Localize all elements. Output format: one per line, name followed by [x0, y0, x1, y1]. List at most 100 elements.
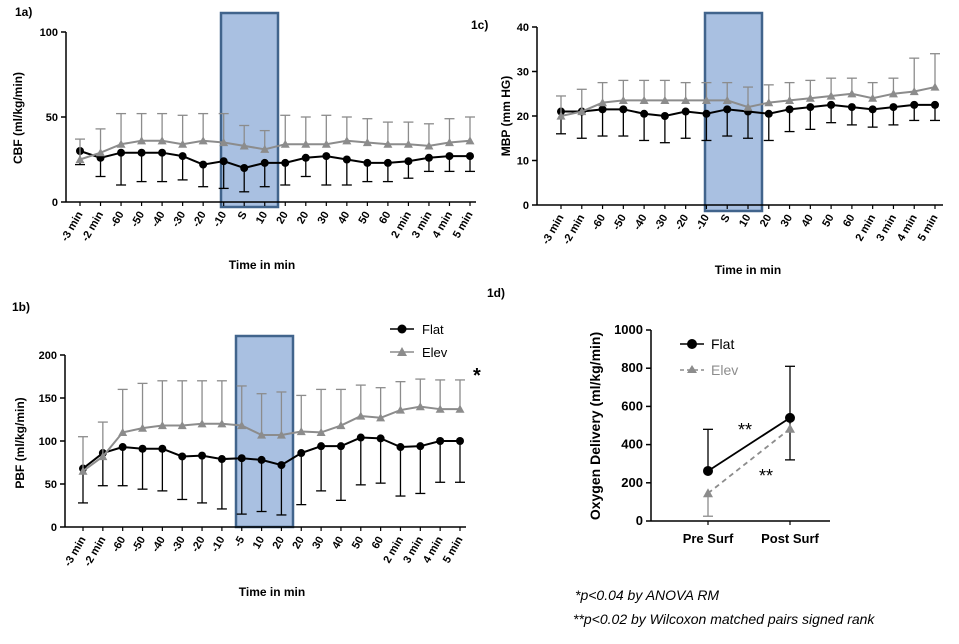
significance-star-1b: *: [473, 365, 481, 387]
data-point-elev-1a: [260, 144, 270, 153]
series-line-elev-1a: [79, 139, 471, 161]
x-tick-label-1a: 50: [356, 210, 373, 227]
panel-label-1a: 1a): [15, 5, 32, 19]
data-point-flat-1b: [257, 455, 266, 464]
data-point-elev-1a: [137, 136, 147, 145]
data-point-flat-1c: [931, 100, 939, 109]
data-point-flat-1a: [342, 155, 351, 164]
legend-marker-elev: [397, 347, 407, 356]
panel-label-1b: 1b): [12, 300, 30, 314]
data-point-elev-1a: [444, 138, 454, 147]
legend-label-elev-1d: Elev: [711, 362, 738, 378]
x-tick-label-1b: -60: [110, 535, 128, 555]
x-tick-label-1b: 60: [370, 535, 387, 552]
data-point-elev-1a: [321, 139, 331, 148]
data-point-elev-1b: [98, 451, 108, 461]
x-tick-label-1a: 40: [336, 210, 353, 227]
data-point-elev-1a: [157, 136, 167, 145]
data-point-elev-1c: [577, 107, 587, 116]
data-point-flat-1b: [436, 437, 445, 445]
data-point-flat-1d: [703, 465, 713, 476]
data-point-elev-1c: [805, 93, 815, 102]
x-tick-label-1b: -30: [169, 535, 187, 555]
data-point-elev-1b: [157, 421, 167, 430]
y-tick-label-1b: 0: [51, 522, 57, 534]
data-point-flat-1c: [660, 112, 669, 120]
data-point-flat-1a: [281, 158, 290, 167]
data-point-flat-1a: [178, 152, 187, 161]
data-point-flat-1c: [827, 100, 836, 109]
data-point-elev-1c: [888, 89, 898, 98]
x-tick-label-1a: 10: [254, 210, 271, 227]
data-point-elev-1a: [424, 141, 434, 150]
data-point-flat-1a: [322, 152, 331, 161]
legend-marker-flat: [397, 324, 407, 334]
data-point-elev-1d: [703, 488, 713, 498]
x-tick-label-1a: 20: [295, 210, 312, 227]
data-point-flat-1a: [424, 153, 433, 162]
x-tick-label-1c: -10: [694, 213, 712, 233]
x-tick-label-1c: -60: [590, 213, 608, 233]
data-point-elev-1b: [455, 404, 465, 413]
data-point-elev-1b: [376, 413, 386, 422]
data-point-flat-1a: [260, 158, 269, 167]
data-point-elev-1c: [826, 91, 836, 100]
data-point-elev-1c: [847, 89, 857, 98]
data-point-elev-1c: [618, 95, 628, 105]
y-axis-title-1a: CBF (ml/kg/min): [11, 72, 25, 164]
panel-label-1d: 1d): [487, 286, 505, 300]
data-point-elev-1b: [138, 423, 148, 432]
data-point-flat-1a: [383, 158, 392, 167]
x-tick-label-1a: -20: [190, 210, 208, 230]
data-point-elev-1c: [701, 95, 711, 105]
x-axis-title-1a: Time in min: [229, 258, 295, 272]
x-tick-label-1c: 50: [820, 213, 837, 230]
data-point-elev-1c: [722, 95, 732, 105]
x-tick-label-1b: 5 min: [441, 534, 466, 565]
x-tick-label-1c: 20: [758, 213, 775, 230]
data-point-elev-1c: [639, 95, 649, 105]
data-point-elev-1a: [342, 136, 352, 145]
data-point-elev-1b: [395, 405, 405, 414]
data-point-flat-1b: [336, 442, 345, 451]
data-point-elev-1a: [362, 138, 372, 147]
data-point-elev-1c: [909, 87, 919, 96]
data-point-flat-1b: [138, 444, 147, 453]
data-point-elev-1c: [660, 95, 670, 105]
data-point-flat-1b: [317, 442, 326, 451]
data-point-elev-1c: [743, 102, 753, 111]
panel-label-1c: 1c): [471, 18, 488, 32]
data-point-elev-1c: [681, 95, 691, 105]
y-axis-title-1c: MBP (mm HG): [499, 76, 513, 156]
x-tick-label-1a: -30: [170, 210, 188, 230]
data-point-elev-1b: [356, 411, 366, 420]
data-point-flat-1c: [785, 105, 794, 114]
x-tick-label-1d: Post Surf: [761, 531, 819, 546]
data-point-flat-1a: [404, 157, 413, 166]
data-point-elev-1a: [219, 138, 229, 147]
legend-label-elev: Elev: [422, 345, 448, 360]
y-tick-label-1b: 50: [45, 479, 57, 491]
data-point-flat-1a: [466, 152, 474, 161]
x-tick-label-1c: -40: [631, 213, 649, 233]
data-point-flat-1c: [910, 100, 919, 109]
data-point-elev-1b: [415, 402, 425, 411]
data-point-flat-1a: [240, 164, 249, 172]
x-tick-label-1c: 60: [841, 213, 858, 230]
data-point-flat-1c: [640, 109, 649, 118]
x-tick-label-1b: 10: [251, 535, 268, 552]
data-point-flat-1a: [199, 160, 208, 169]
data-point-elev-1b: [237, 421, 247, 430]
data-point-flat-1a: [219, 157, 228, 166]
data-point-elev-1c: [556, 111, 566, 120]
data-point-elev-1a: [96, 148, 106, 157]
x-tick-label-1b: -50: [130, 535, 148, 555]
data-point-flat-1c: [598, 105, 607, 114]
footnote-2: **p<0.02 by Wilcoxon matched pairs signe…: [573, 611, 875, 627]
data-point-elev-1d: [785, 423, 795, 433]
y-tick-label-1b: 100: [39, 436, 57, 448]
data-point-elev-1b: [336, 421, 346, 430]
x-tick-label-1c: S: [719, 213, 733, 225]
x-tick-label-1a: 20: [274, 210, 291, 227]
